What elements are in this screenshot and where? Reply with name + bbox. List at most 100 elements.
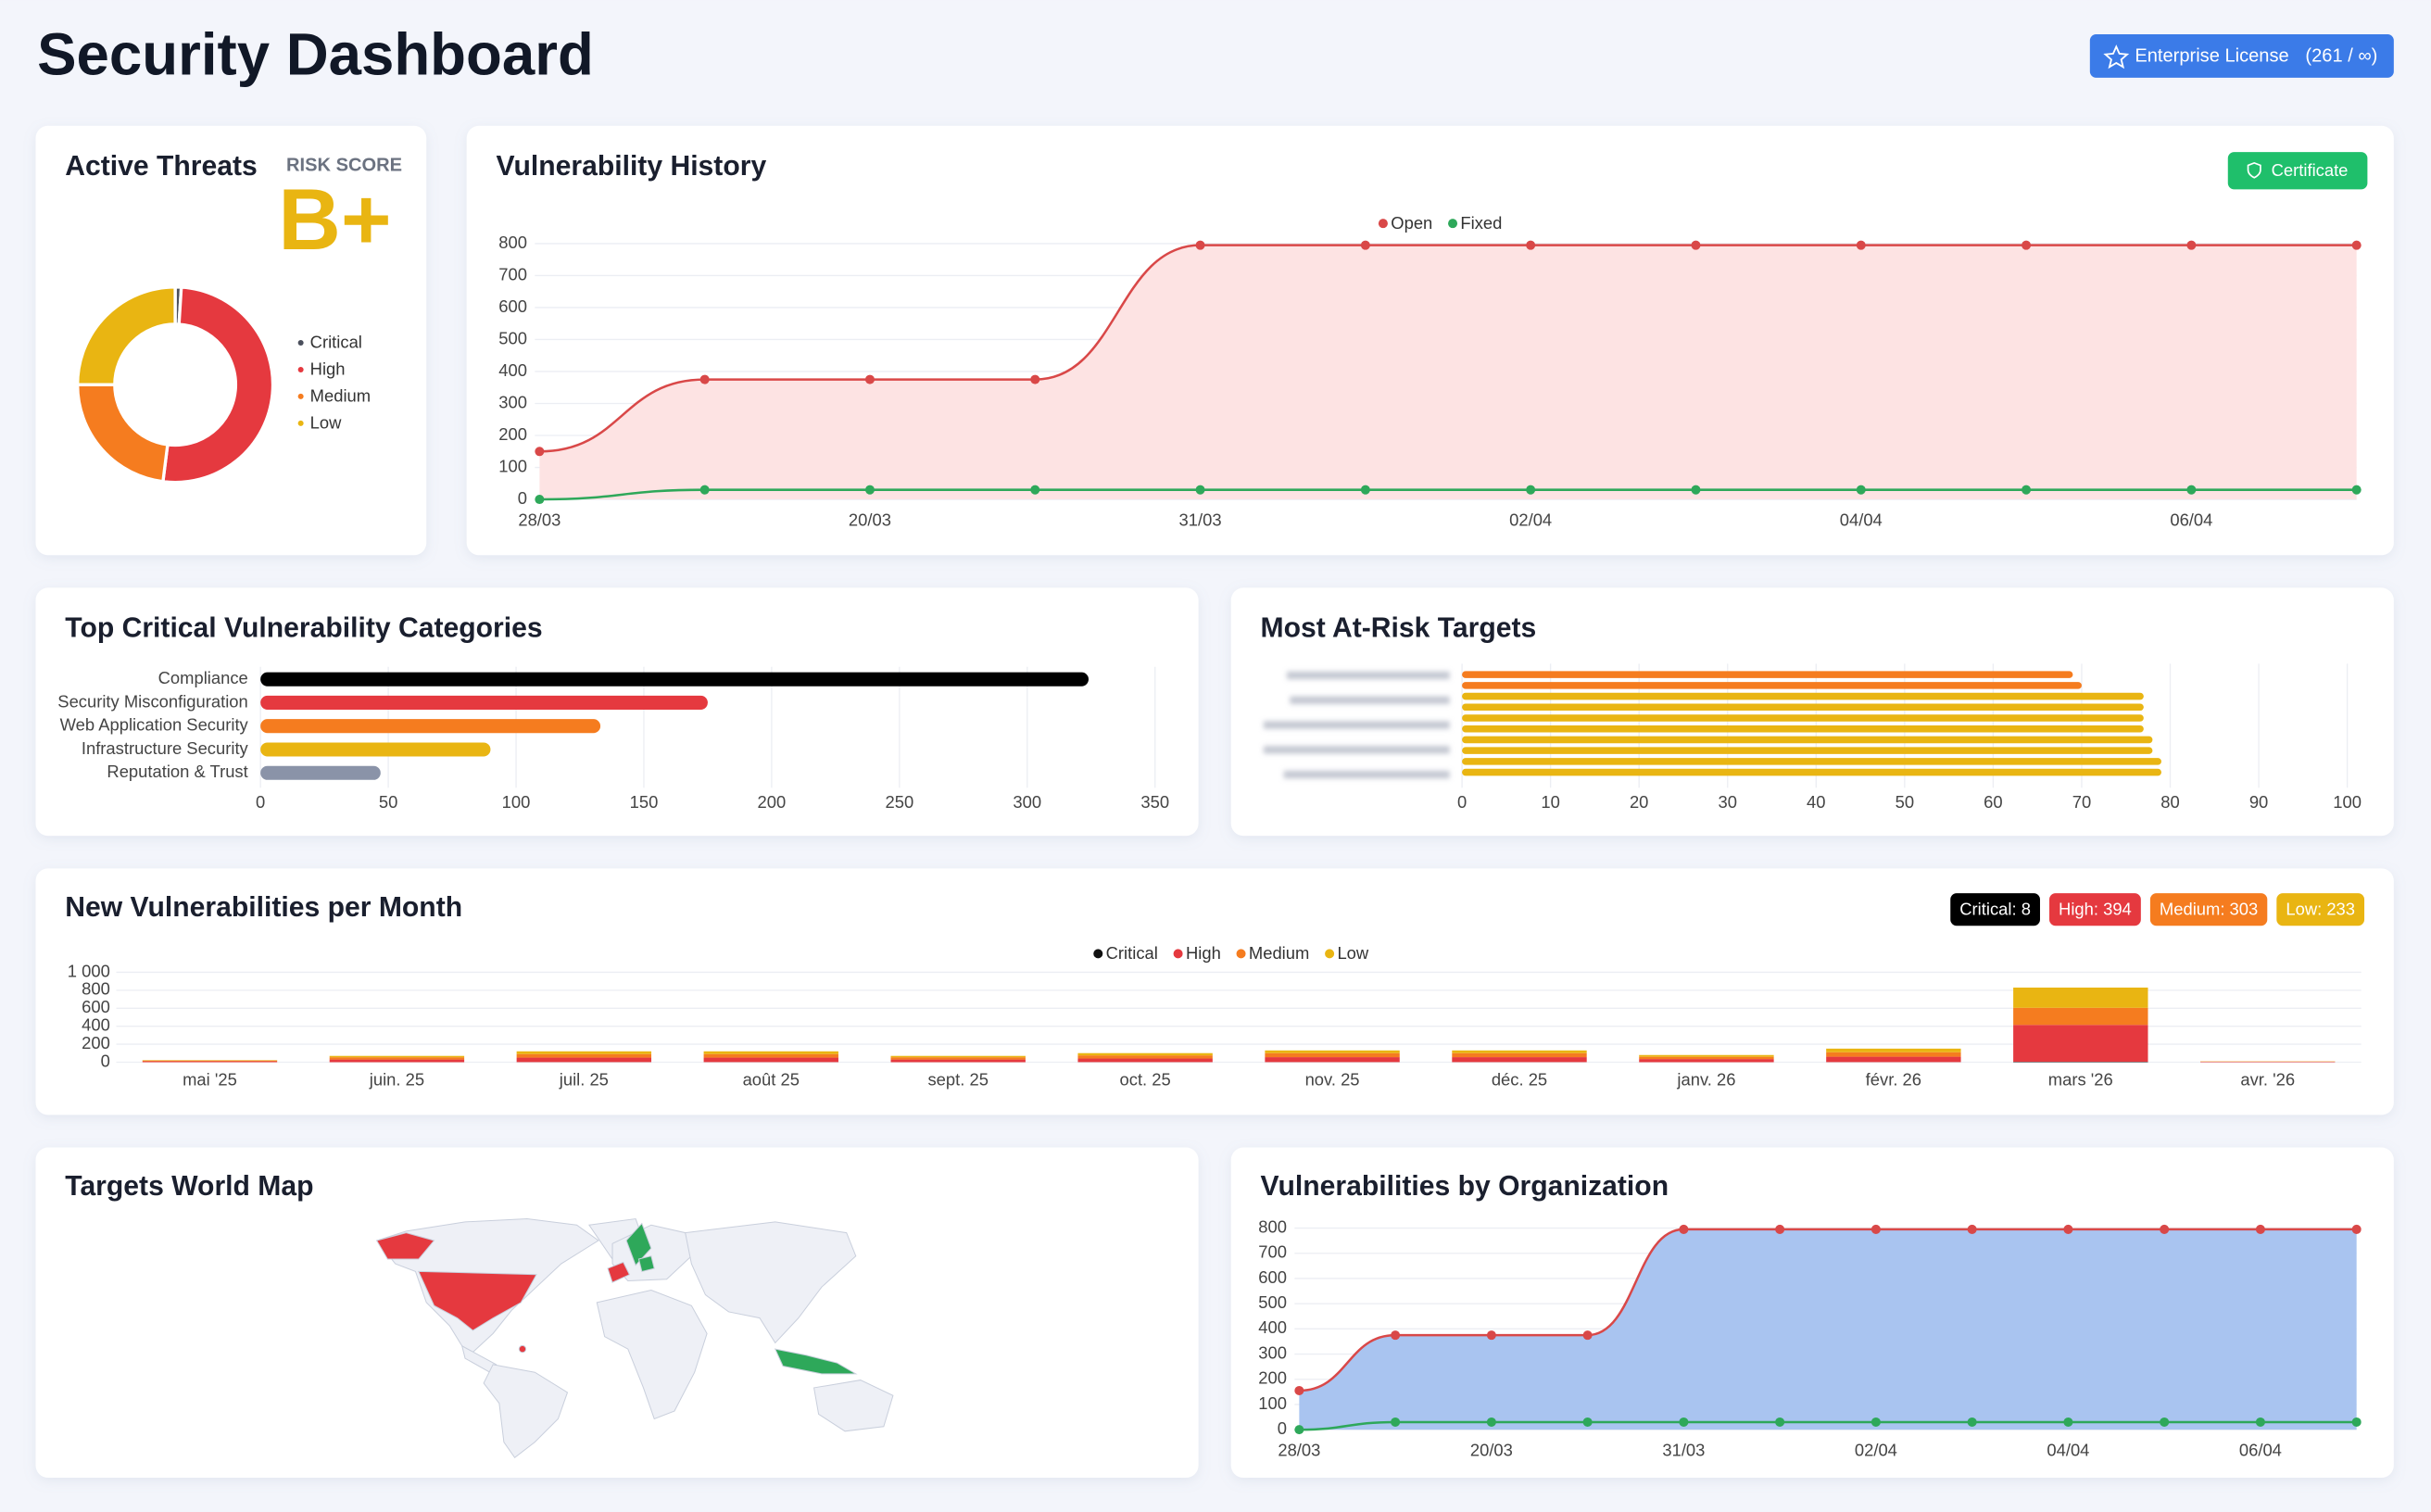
- point: [1294, 1425, 1304, 1435]
- badge-label: Critical: 8: [1959, 899, 2031, 918]
- bar-segment: [703, 1057, 838, 1063]
- point: [1582, 1330, 1593, 1341]
- point: [864, 374, 875, 384]
- y-tick-label: Security Misconfiguration: [57, 691, 247, 711]
- bar-segment: [703, 1051, 838, 1054]
- bar-segment: [890, 1057, 1026, 1060]
- country-hit: [375, 1232, 435, 1260]
- bar-segment: [1265, 1050, 1400, 1053]
- bar-segment: [1077, 1058, 1213, 1063]
- card-title: Vulnerability History: [497, 151, 767, 182]
- card-title: New Vulnerabilities per Month: [65, 892, 462, 923]
- star-icon[interactable]: [2103, 44, 2130, 69]
- country-hit: [637, 1255, 655, 1273]
- bar-segment: [1826, 1056, 1961, 1063]
- x-tick-label: 28/03: [518, 510, 561, 529]
- legend-label: High: [310, 359, 346, 379]
- shield-icon[interactable]: [2247, 162, 2261, 179]
- x-tick-label: 70: [2072, 792, 2091, 812]
- blurred-label: [1286, 671, 1450, 680]
- certificate-button-bg[interactable]: [2227, 152, 2368, 190]
- legend-dot: [1378, 219, 1388, 229]
- certificate-button[interactable]: Certificate: [2227, 152, 2368, 190]
- legend-label: Fixed: [1460, 213, 1502, 233]
- x-tick-label: 20/03: [1470, 1440, 1513, 1459]
- point: [1870, 1417, 1881, 1427]
- y-tick-label: 800: [1258, 1216, 1287, 1236]
- x-tick-label: 04/04: [1840, 510, 1883, 529]
- point: [1967, 1417, 1977, 1427]
- y-tick-label: 0: [1278, 1418, 1287, 1438]
- point: [2022, 485, 2032, 495]
- point: [1294, 1385, 1304, 1395]
- card-title: Vulnerabilities by Organization: [1261, 1171, 1669, 1202]
- x-tick-label: 02/04: [1509, 510, 1552, 529]
- badge-label: Medium: 303: [2160, 899, 2258, 918]
- bar: [1462, 671, 2073, 678]
- x-tick-label: 04/04: [2047, 1440, 2089, 1459]
- x-tick-label: avr. '26: [2240, 1069, 2295, 1089]
- blurred-label: [1263, 746, 1450, 754]
- donut-slice: [161, 285, 275, 485]
- point: [2063, 1224, 2073, 1234]
- x-tick-label: 0: [1457, 792, 1467, 812]
- x-tick-label: 50: [1896, 792, 1914, 812]
- y-tick-label: 600: [498, 296, 527, 316]
- y-tick-label: 800: [498, 233, 527, 252]
- x-tick-label: 30: [1719, 792, 1737, 812]
- license-label[interactable]: Enterprise License: [2135, 46, 2288, 67]
- point: [864, 485, 875, 495]
- legend-label: Medium: [1249, 943, 1309, 963]
- y-tick-label: Compliance: [158, 668, 248, 687]
- certificate-label[interactable]: Certificate: [2272, 160, 2349, 180]
- card-title: Most At-Risk Targets: [1261, 613, 1537, 644]
- point: [1486, 1330, 1496, 1341]
- bar-segment: [1826, 1048, 1961, 1052]
- point: [2255, 1417, 2265, 1427]
- bar: [1462, 747, 2153, 754]
- area: [1299, 1228, 2357, 1430]
- point: [1679, 1417, 1689, 1427]
- badge-label: Low: 233: [2286, 899, 2355, 918]
- license-button-bg[interactable]: [2089, 34, 2394, 78]
- x-tick-label: août 25: [743, 1069, 800, 1089]
- donut-slice: [75, 285, 177, 386]
- y-tick-label: 1 000: [68, 961, 110, 980]
- point: [1856, 240, 1866, 250]
- y-tick-label: 200: [1258, 1368, 1287, 1388]
- license-button[interactable]: Enterprise License (261 / ∞): [2089, 34, 2394, 78]
- country-hit: [607, 1261, 631, 1283]
- y-tick-label: 100: [1258, 1393, 1287, 1413]
- point: [1870, 1224, 1881, 1234]
- y-tick-label: Reputation & Trust: [107, 762, 247, 781]
- point: [1391, 1417, 1401, 1427]
- license-count[interactable]: (261 / ∞): [2305, 46, 2377, 67]
- bar-segment: [516, 1053, 652, 1058]
- point: [1195, 240, 1205, 250]
- y-tick-label: 400: [1258, 1317, 1287, 1337]
- bar: [1462, 758, 2161, 765]
- x-tick-label: 0: [256, 792, 265, 812]
- x-tick-label: févr. 26: [1866, 1069, 1921, 1089]
- y-tick-label: 700: [1258, 1242, 1287, 1262]
- x-tick-label: 06/04: [2170, 510, 2212, 529]
- legend-dot: [297, 366, 304, 372]
- x-tick-label: 28/03: [1278, 1440, 1320, 1459]
- bar-segment: [329, 1057, 465, 1060]
- x-tick-label: 50: [379, 792, 397, 812]
- bar: [260, 742, 491, 757]
- x-tick-label: 250: [886, 792, 914, 812]
- point: [1195, 485, 1205, 495]
- y-tick-label: 600: [1258, 1267, 1287, 1287]
- bar-segment: [1826, 1052, 1961, 1057]
- point: [1526, 485, 1536, 495]
- x-tick-label: oct. 25: [1120, 1069, 1171, 1089]
- blurred-label: [1283, 770, 1450, 779]
- point: [1486, 1417, 1496, 1427]
- point: [1360, 240, 1370, 250]
- y-tick-label: 500: [1258, 1292, 1287, 1312]
- x-tick-label: 20/03: [849, 510, 891, 529]
- x-tick-label: juin. 25: [369, 1069, 424, 1089]
- bar-segment: [329, 1059, 465, 1063]
